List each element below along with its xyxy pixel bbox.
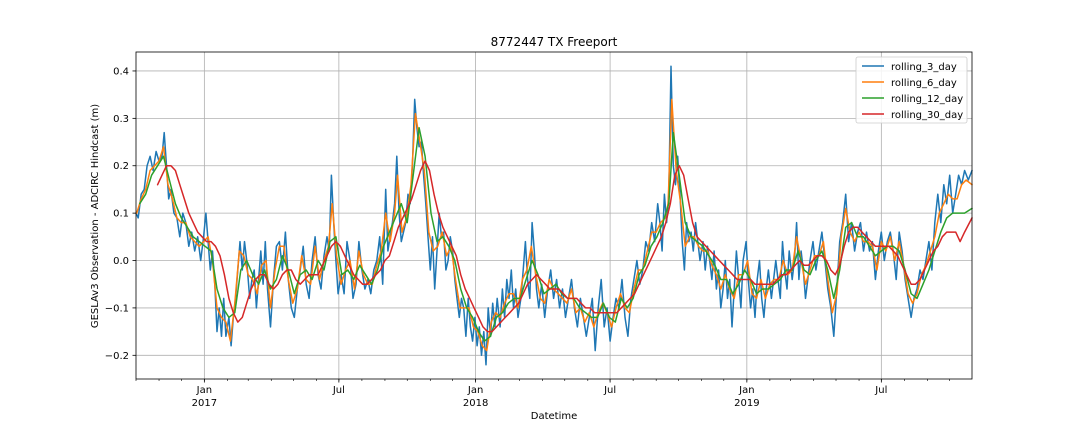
series-line-rolling-12-day bbox=[138, 127, 973, 342]
x-tick-label: Jul bbox=[603, 385, 616, 396]
y-tick-label: 0.4 bbox=[113, 66, 129, 77]
y-tick-label: −0.2 bbox=[105, 351, 129, 362]
legend-label-rolling-12-day: rolling_12_day bbox=[891, 94, 963, 105]
y-tick-label: 0.1 bbox=[113, 209, 129, 220]
legend-frame bbox=[855, 56, 968, 124]
x-tick-label: Jan bbox=[467, 385, 483, 396]
legend-label-rolling-6-day: rolling_6_day bbox=[891, 78, 957, 89]
legend-label-rolling-30-day: rolling_30_day bbox=[891, 110, 963, 121]
y-axis-ticks: −0.2 −0.1 0.0 0.1 0.2 0.3 0.4 bbox=[105, 66, 136, 362]
x-tick-year-label: 2017 bbox=[192, 398, 217, 409]
x-tick-label: Jul bbox=[874, 385, 887, 396]
series-line-rolling-30-day bbox=[156, 160, 973, 333]
x-tick-label: Jan bbox=[196, 385, 212, 396]
legend-label-rolling-3-day: rolling_3_day bbox=[891, 62, 957, 73]
series-lines bbox=[135, 65, 973, 366]
y-tick-label: 0.2 bbox=[113, 161, 129, 172]
x-tick-label: Jan bbox=[738, 385, 754, 396]
y-axis-label: GESLAv3 Observation - ADCIRC Hindcast (m… bbox=[90, 104, 101, 328]
x-tick-label: Jul bbox=[332, 385, 345, 396]
x-axis-ticks: Jan 2017 Jul Jan 2018 Jul Jan 2019 Jul bbox=[135, 379, 951, 409]
y-tick-label: 0.3 bbox=[113, 114, 129, 125]
chart-title: 8772447 TX Freeport bbox=[491, 35, 618, 49]
y-tick-label: −0.1 bbox=[105, 303, 129, 314]
x-axis-label: Datetime bbox=[531, 411, 578, 422]
x-tick-year-label: 2018 bbox=[463, 398, 488, 409]
y-tick-label: 0.0 bbox=[113, 256, 129, 267]
legend: rolling_3_day rolling_6_day rolling_12_d… bbox=[855, 56, 968, 124]
x-tick-year-label: 2019 bbox=[734, 398, 759, 409]
plot-frame bbox=[135, 51, 973, 380]
